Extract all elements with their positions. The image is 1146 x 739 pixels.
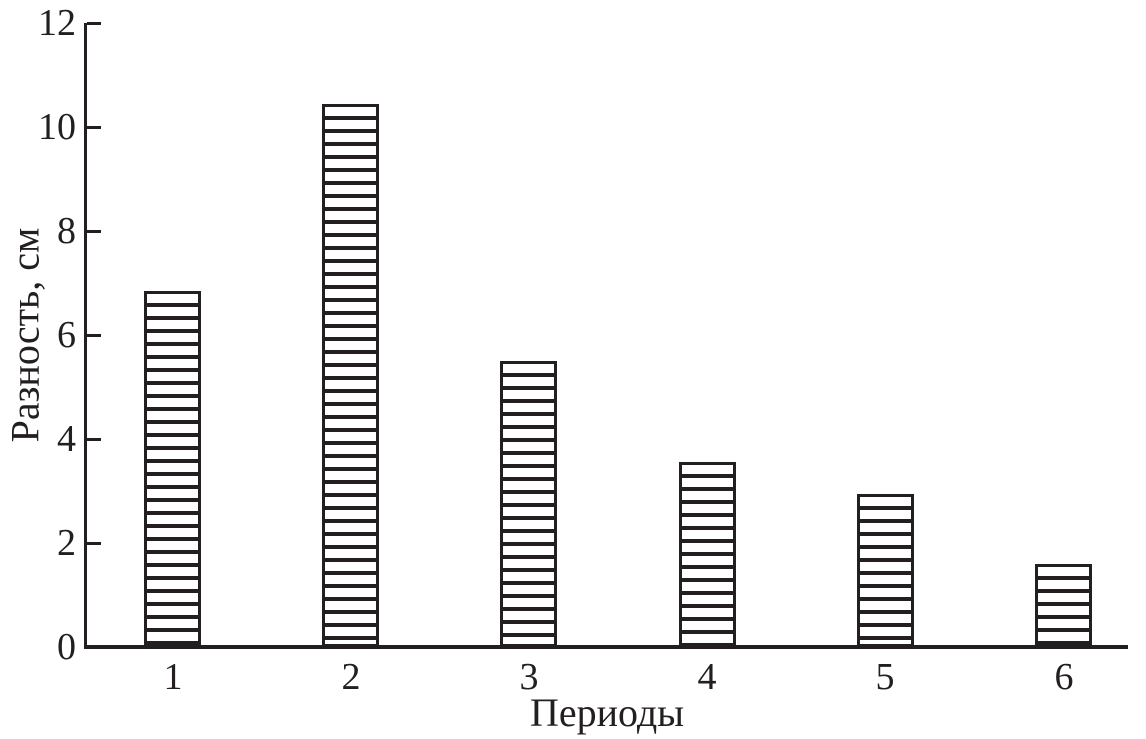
y-tick-label: 0 xyxy=(57,626,76,668)
y-tick xyxy=(87,334,101,337)
x-tick-label: 6 xyxy=(1054,656,1074,698)
x-axis-line xyxy=(84,645,1128,649)
y-tick-label: 10 xyxy=(38,106,76,148)
y-tick xyxy=(87,22,101,25)
y-axis-line xyxy=(84,23,87,649)
y-tick-label: 4 xyxy=(57,418,76,460)
x-tick-label: 4 xyxy=(697,656,717,698)
x-tick-label: 5 xyxy=(875,656,895,698)
y-tick xyxy=(87,646,101,649)
bar xyxy=(144,291,201,647)
y-tick xyxy=(87,438,101,441)
y-tick-label: 6 xyxy=(57,314,76,356)
x-tick-label: 1 xyxy=(163,656,183,698)
bar xyxy=(857,494,914,647)
x-axis-title: Периоды xyxy=(529,690,685,735)
bar xyxy=(679,462,736,647)
y-tick-label: 2 xyxy=(57,522,76,564)
y-tick-label: 12 xyxy=(38,2,76,44)
y-tick-label: 8 xyxy=(57,210,76,252)
bar xyxy=(500,361,557,647)
bar xyxy=(322,104,379,647)
x-tick-label: 3 xyxy=(519,656,539,698)
x-tick-label: 2 xyxy=(341,656,361,698)
y-tick xyxy=(87,542,101,545)
y-tick xyxy=(87,126,101,129)
bar xyxy=(1035,564,1092,647)
y-tick xyxy=(87,230,101,233)
